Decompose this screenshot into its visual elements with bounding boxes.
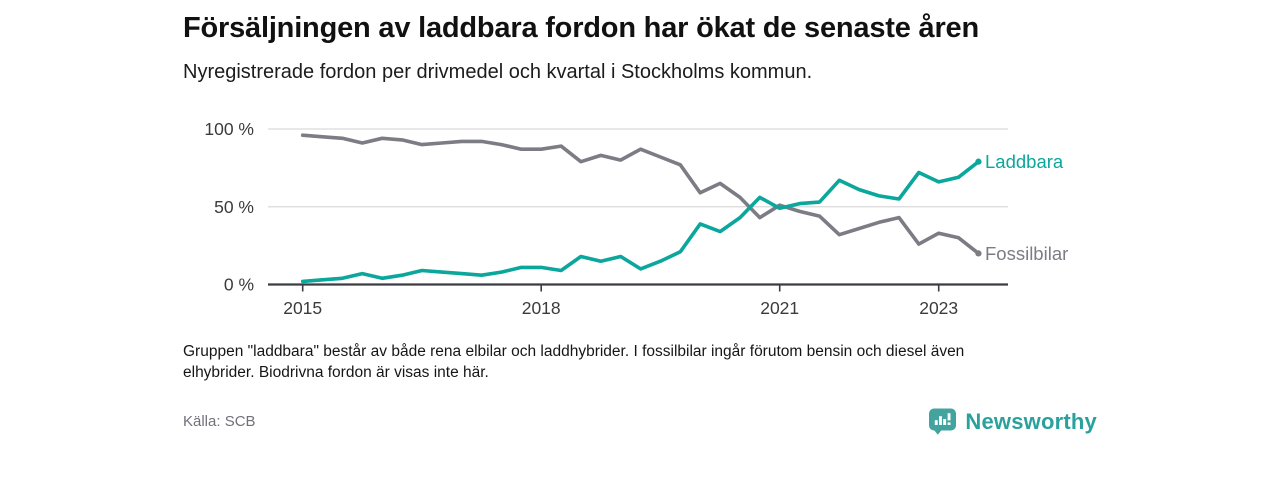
y-axis-label: 100 % [204, 119, 254, 139]
newsworthy-bubble-chart-icon [929, 408, 957, 435]
footer-row: Källa: SCB Newsworthy [183, 407, 1097, 436]
logo-exclamation-dot [948, 422, 951, 425]
x-axis-label: 2015 [283, 298, 322, 318]
line-chart: 100 % 50 % 0 % 2015 2018 2021 2023 Fossilbilar L… [204, 119, 1068, 318]
infographic-canvas: Försäljningen av laddbara fordon har öka… [183, 0, 1097, 436]
newsworthy-logo: Newsworthy [928, 407, 1097, 436]
logo-bar-medium [943, 419, 947, 425]
x-axis-label: 2018 [522, 298, 561, 318]
laddbara-line [300, 159, 981, 284]
series-label-laddbara: Laddbara [985, 151, 1064, 172]
series-label-fossilbilar: Fossilbilar [985, 243, 1068, 264]
fossilbilar-line [300, 133, 981, 256]
source-label: Källa: SCB [183, 413, 256, 430]
y-axis-label: 0 % [224, 275, 254, 295]
newsworthy-wordmark: Newsworthy [965, 408, 1097, 434]
x-axis-label: 2023 [919, 298, 958, 318]
logo-exclamation-bar [948, 413, 951, 421]
fossilbilar-end-marker [975, 250, 982, 257]
line-chart-figure: 100 % 50 % 0 % 2015 2018 2021 2023 Fossilbilar L… [183, 113, 1097, 325]
laddbara-end-marker [975, 158, 982, 165]
x-axis-label: 2021 [760, 298, 799, 318]
logo-bar-tall [939, 416, 943, 425]
chart-subtitle: Nyregistrerade fordon per drivmedel och … [183, 61, 813, 83]
footnote: Gruppen "laddbara" består av både rena e… [183, 343, 965, 381]
logo-bar-short [935, 420, 939, 425]
chart-title: Försäljningen av laddbara fordon har öka… [183, 12, 979, 44]
y-axis-label: 50 % [214, 197, 254, 217]
